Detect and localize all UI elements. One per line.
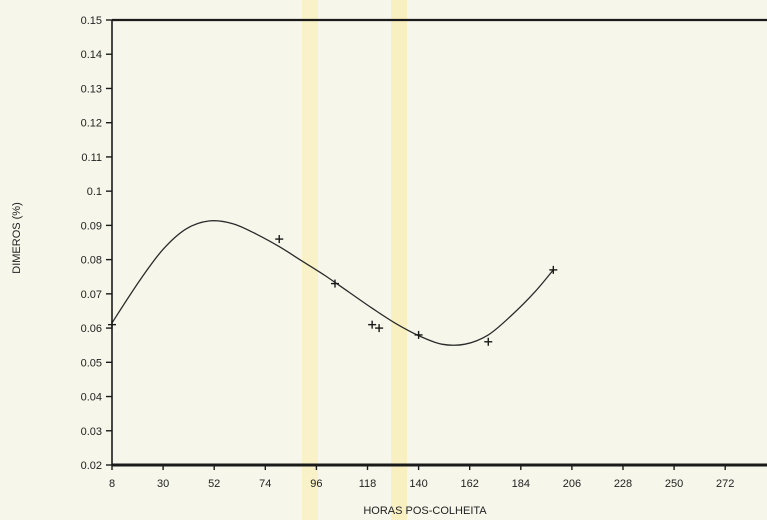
y-tick-label: 0.08 <box>81 255 102 267</box>
x-tick-label: 30 <box>157 478 169 490</box>
scan-band-right <box>391 0 407 520</box>
x-tick-label: 228 <box>614 478 632 490</box>
y-tick-label: 0.07 <box>81 289 102 301</box>
y-tick-label: 0.15 <box>81 15 102 27</box>
y-tick-label: 0.03 <box>81 426 102 438</box>
data-point <box>108 320 116 329</box>
y-tick-label: 0.14 <box>81 49 102 61</box>
x-tick-label: 162 <box>461 478 479 490</box>
data-point <box>549 265 558 274</box>
y-tick-label: 0.06 <box>81 323 102 335</box>
data-point <box>484 337 493 346</box>
y-tick-label: 0.04 <box>81 392 102 404</box>
x-tick-label: 52 <box>208 478 220 490</box>
y-tick-label: 0.11 <box>81 152 102 164</box>
x-tick-label: 272 <box>716 478 734 490</box>
x-axis: 8 30 52 74 96 118 140 162 184 206 228 250 272 <box>109 465 734 490</box>
y-tick-label: 0.12 <box>81 118 102 130</box>
x-tick-label: 8 <box>109 478 115 490</box>
x-tick-label: 140 <box>409 478 427 490</box>
y-tick-label: 0.02 <box>81 460 102 472</box>
data-point <box>330 279 339 288</box>
data-point <box>375 324 384 333</box>
scan-band-left <box>302 0 318 520</box>
chart-frame <box>111 18 767 467</box>
y-tick-label: 0.1 <box>87 186 102 198</box>
data-point <box>275 235 284 244</box>
x-tick-label: 118 <box>359 478 377 490</box>
data-point <box>368 320 377 329</box>
x-tick-label: 96 <box>310 478 322 490</box>
y-axis-title: DIMEROS (%) <box>11 202 23 274</box>
y-tick-label: 0.05 <box>81 357 102 369</box>
x-tick-label: 184 <box>512 478 530 490</box>
x-tick-label: 250 <box>665 478 683 490</box>
x-tick-label: 206 <box>563 478 581 490</box>
x-tick-label: 74 <box>259 478 271 490</box>
y-axis: 0.02 0.03 0.04 0.05 0.06 0.07 0.08 0.09 0.1 0.11 0… <box>81 15 112 472</box>
y-tick-label: 0.13 <box>81 83 102 95</box>
x-axis-title: HORAS POS-COLHEITA <box>363 505 487 517</box>
data-points <box>108 235 558 346</box>
y-tick-label: 0.09 <box>81 220 102 232</box>
data-point <box>414 330 423 339</box>
